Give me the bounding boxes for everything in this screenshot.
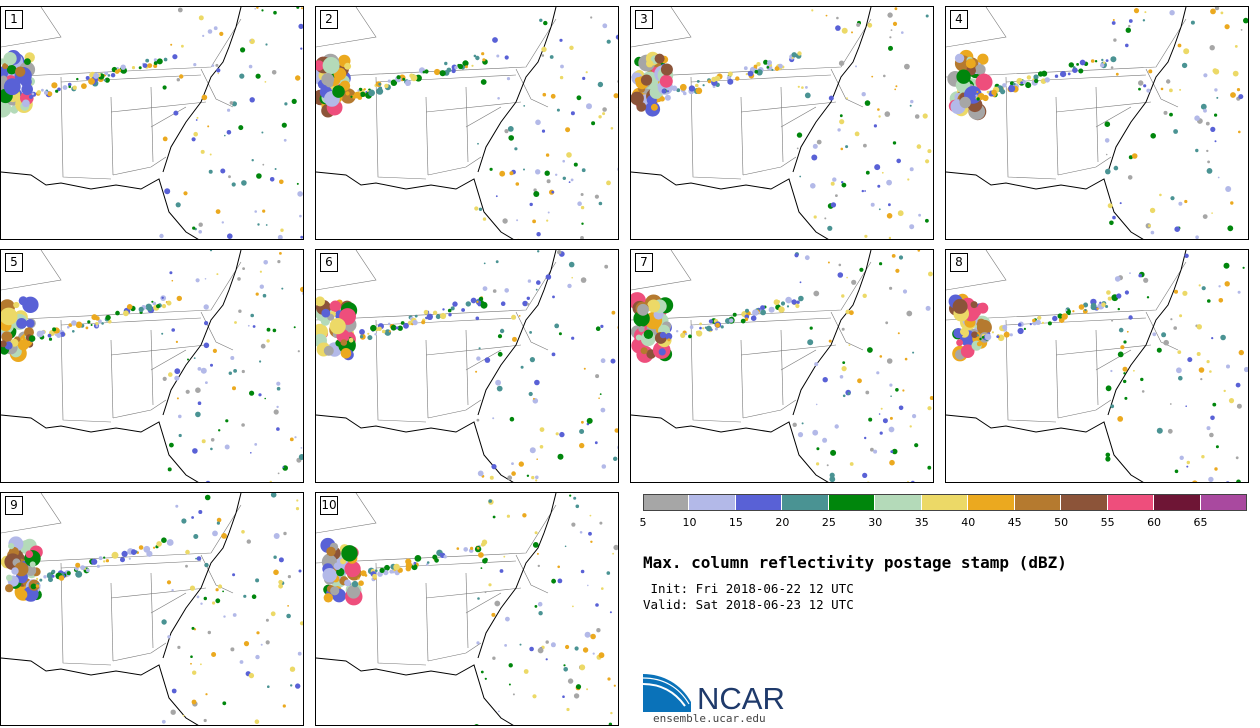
colorbar-swatch bbox=[921, 494, 969, 511]
reflectivity-map bbox=[1, 7, 303, 239]
colorbar-tick-label: 15 bbox=[728, 516, 743, 529]
colorbar-swatch bbox=[1107, 494, 1155, 511]
stamp-panel-2: 2 bbox=[315, 6, 619, 240]
colorbar-swatch bbox=[1154, 494, 1201, 511]
reflectivity-map bbox=[316, 7, 618, 239]
colorbar-tick-label: 50 bbox=[1054, 516, 1069, 529]
colorbar-tick-label: 55 bbox=[1100, 516, 1115, 529]
colorbar-swatch bbox=[689, 494, 736, 511]
reflectivity-map bbox=[316, 250, 618, 482]
colorbar-tick-label: 30 bbox=[868, 516, 883, 529]
colorbar-tick-label: 35 bbox=[914, 516, 929, 529]
reflectivity-map bbox=[946, 7, 1248, 239]
stamp-panel-10: 10 bbox=[315, 492, 619, 726]
colorbar-tick-label: 5 bbox=[639, 516, 647, 529]
panel-number: 1 bbox=[5, 10, 23, 29]
colorbar-tick-label: 45 bbox=[1007, 516, 1022, 529]
colorbar-tick-label: 60 bbox=[1147, 516, 1162, 529]
stamp-panel-1: 1 bbox=[0, 6, 304, 240]
reflectivity-map bbox=[1, 493, 303, 725]
stamp-panel-7: 7 bbox=[630, 249, 934, 483]
stamp-panel-6: 6 bbox=[315, 249, 619, 483]
colorbar-swatch bbox=[782, 494, 829, 511]
panel-number: 10 bbox=[320, 496, 338, 515]
reflectivity-colorbar bbox=[643, 494, 1248, 511]
colorbar-swatch bbox=[643, 494, 690, 511]
ensemble-url: ensemble.ucar.edu bbox=[653, 712, 766, 725]
reflectivity-map bbox=[631, 7, 932, 239]
colorbar-tick-label: 65 bbox=[1193, 516, 1208, 529]
stamp-panel-9: 9 bbox=[0, 492, 304, 726]
colorbar-tick-label: 25 bbox=[821, 516, 836, 529]
panel-number: 3 bbox=[635, 10, 653, 29]
stamp-panel-5: 5 bbox=[0, 249, 304, 483]
panel-number: 4 bbox=[950, 10, 968, 29]
init-time: Init: Fri 2018-06-22 12 UTC bbox=[643, 581, 854, 596]
reflectivity-map bbox=[946, 250, 1248, 482]
colorbar-tick-label: 40 bbox=[961, 516, 976, 529]
colorbar-swatch bbox=[1061, 494, 1108, 511]
colorbar-swatch bbox=[828, 494, 876, 511]
stamp-panel-3: 3 bbox=[630, 6, 934, 240]
valid-time: Valid: Sat 2018-06-23 12 UTC bbox=[643, 597, 854, 612]
colorbar-tick-label: 20 bbox=[775, 516, 790, 529]
panel-number: 9 bbox=[5, 496, 23, 515]
ncar-logo-text: NCAR bbox=[697, 681, 785, 716]
stamp-panel-8: 8 bbox=[945, 249, 1249, 483]
colorbar-tick-label: 10 bbox=[682, 516, 697, 529]
colorbar-swatch bbox=[1014, 494, 1062, 511]
panel-number: 7 bbox=[635, 253, 653, 272]
plot-title: Max. column reflectivity postage stamp (… bbox=[643, 553, 1067, 572]
panel-number: 2 bbox=[320, 10, 338, 29]
panel-number: 6 bbox=[320, 253, 338, 272]
reflectivity-map bbox=[1, 250, 303, 482]
panel-number: 5 bbox=[5, 253, 23, 272]
colorbar-swatch bbox=[735, 494, 783, 511]
reflectivity-map bbox=[631, 250, 933, 482]
colorbar-swatch bbox=[1200, 494, 1248, 511]
stamp-panel-4: 4 bbox=[945, 6, 1249, 240]
colorbar-swatch bbox=[875, 494, 922, 511]
panel-number: 8 bbox=[950, 253, 968, 272]
ncar-logo-icon bbox=[643, 674, 691, 712]
reflectivity-map bbox=[316, 493, 618, 725]
colorbar-swatch bbox=[968, 494, 1015, 511]
